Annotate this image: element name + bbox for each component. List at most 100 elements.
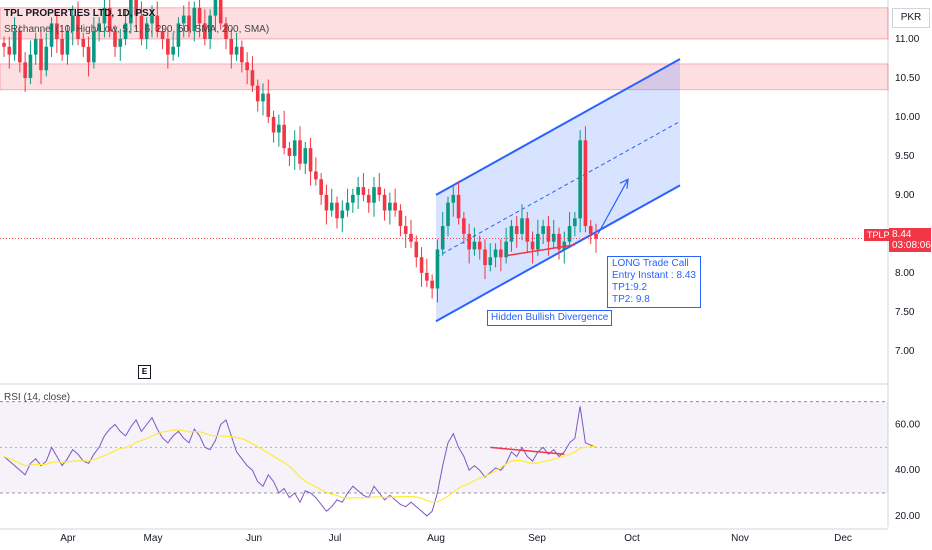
time-tick-label: Nov: [731, 533, 749, 544]
symbol-title[interactable]: TPL PROPERTIES LTD, 1D, PSX: [4, 8, 156, 19]
candle-body: [55, 23, 59, 39]
rsi-band-fill: [0, 401, 888, 494]
candle-body: [192, 7, 197, 32]
divergence-annotation[interactable]: Hidden Bullish Divergence: [487, 310, 613, 326]
candle-body: [345, 202, 350, 211]
candle-body: [129, 0, 133, 24]
candle-body: [44, 46, 49, 71]
candle-body: [451, 194, 456, 203]
time-tick-label: Sep: [528, 533, 546, 544]
candle-body: [166, 38, 170, 55]
candle-body: [144, 23, 149, 39]
indicator-label[interactable]: SRchannel (10, High/Low, 5, 1, 6, 290, 5…: [4, 24, 270, 35]
candle-body: [28, 54, 33, 78]
price-tick-label: 9.00: [895, 190, 915, 201]
candle-body: [567, 226, 572, 242]
time-tick-label: Oct: [624, 533, 640, 544]
candle-body: [97, 23, 101, 32]
currency-button[interactable]: PKR: [892, 8, 930, 28]
price-tick-label: 9.50: [895, 151, 915, 162]
candle-body: [504, 241, 508, 258]
candle-body: [86, 46, 91, 63]
channel-mid-line: [435, 120, 681, 258]
candle-body: [49, 23, 54, 47]
channel-lower-line: [435, 184, 681, 323]
candle-body: [462, 218, 466, 234]
candle-body: [65, 31, 70, 55]
candle-body: [488, 257, 493, 266]
candle-body: [12, 31, 17, 55]
candle-body: [187, 15, 191, 32]
candle-body: [282, 124, 286, 149]
candle-body: [594, 233, 598, 239]
candle-body: [2, 42, 6, 47]
candle-body: [440, 226, 445, 250]
candle-body: [70, 15, 75, 32]
candle-body: [409, 233, 413, 242]
candle-body: [213, 0, 218, 16]
candle-body: [298, 140, 302, 164]
candle-body: [208, 15, 212, 39]
candle-body: [382, 194, 387, 211]
candle-body: [314, 171, 318, 180]
candle-body: [430, 280, 434, 289]
candle-body: [287, 148, 292, 156]
candle-body: [377, 187, 382, 195]
ticker-tag: TPLP: [864, 229, 893, 241]
candle-body: [335, 202, 339, 219]
resistance-zone-2: [0, 63, 889, 91]
candle-body: [7, 46, 12, 55]
rsi-line: [3, 406, 597, 517]
candle-body: [18, 31, 22, 63]
candle-body: [277, 124, 281, 133]
candle-body: [351, 194, 355, 203]
candle-body: [530, 241, 535, 250]
candle-body: [477, 241, 482, 250]
candle-body: [224, 23, 228, 39]
time-tick-label: Jun: [246, 533, 262, 544]
rsi-tick-label: 40.00: [895, 465, 920, 476]
candle-body: [39, 38, 43, 71]
candle-body: [446, 202, 450, 227]
candle-body: [356, 187, 360, 195]
candle-body: [181, 15, 186, 24]
time-tick-label: Dec: [834, 533, 852, 544]
candle-body: [134, 0, 138, 16]
candle-body: [308, 148, 313, 172]
time-tick-label: Apr: [60, 533, 76, 544]
projection-arrow: [597, 179, 629, 235]
candle-body: [425, 272, 429, 281]
rsi-ma-line: [3, 429, 596, 503]
candle-body: [546, 226, 551, 242]
trade-call-annotation[interactable]: LONG Trade Call Entry Instant : 8.43 TP1…: [607, 256, 701, 308]
candle-body: [578, 140, 582, 219]
time-tick-label: May: [144, 533, 163, 544]
candle-body: [81, 38, 86, 47]
candle-body: [266, 93, 271, 117]
candle-body: [33, 38, 38, 55]
candle-body: [467, 233, 471, 250]
candle-body: [573, 218, 577, 227]
candle-body: [76, 15, 80, 39]
rsi-indicator-label[interactable]: RSI (14, close): [4, 392, 71, 403]
candle-body: [557, 233, 561, 250]
price-tick-label: 7.50: [895, 307, 915, 318]
candle-body: [203, 23, 207, 39]
candle-body: [366, 194, 371, 203]
candle-body: [551, 233, 556, 242]
candle-body: [139, 15, 144, 39]
rsi-tick-label: 60.00: [895, 420, 920, 431]
candle-body: [176, 23, 181, 47]
time-tick-label: Aug: [427, 533, 445, 544]
candle-body: [361, 187, 366, 195]
candle-body: [588, 226, 593, 234]
candle-body: [509, 226, 514, 242]
last-price-value: 8.44: [892, 229, 912, 240]
earnings-badge[interactable]: E: [138, 365, 151, 379]
divergence-price-line: [506, 244, 575, 257]
candle-body: [398, 210, 403, 227]
candle-body: [255, 85, 260, 102]
candle-body: [541, 226, 545, 234]
candle-body: [324, 194, 329, 211]
